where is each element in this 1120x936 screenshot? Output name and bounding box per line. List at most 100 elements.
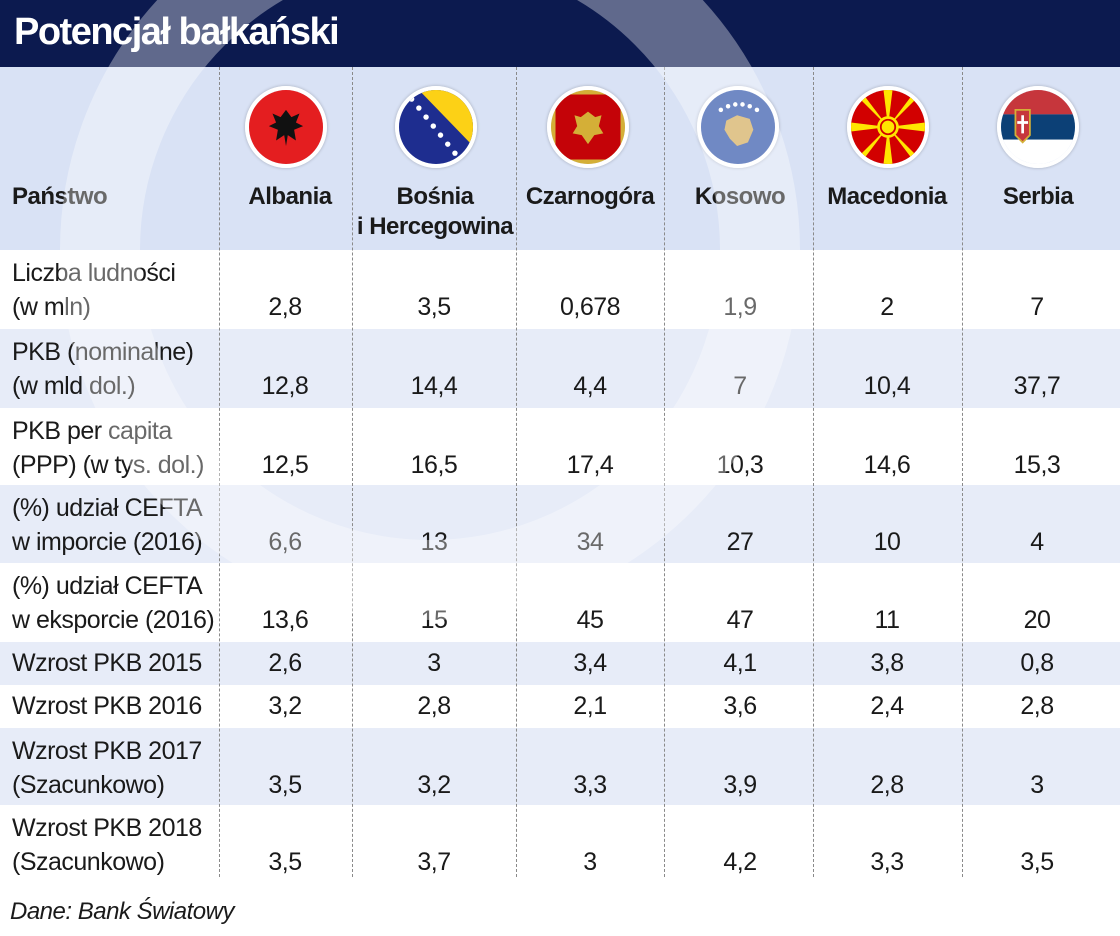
row-label-line1: Wzrost PKB 2016 (12, 692, 202, 720)
table-cell: 3 (583, 848, 597, 876)
row-label: (%) udział CEFTA w eksporcie (2016) (12, 569, 215, 637)
table-row: Wzrost PKB 2015 2,6 3 3,4 4,1 3,8 0,8 (0, 642, 1120, 685)
table-cell: 11 (874, 606, 900, 634)
row-label-line1: Wzrost PKB 2015 (12, 649, 202, 677)
table-row: (%) udział CEFTA w eksporcie (2016) 13,6 15… (0, 563, 1120, 642)
row-label: (%) udział CEFTA w imporcie (2016) (12, 491, 203, 559)
page-title: Potencjał bałkański (14, 11, 340, 53)
header-label: Państwo (12, 183, 108, 210)
table-cell: 27 (726, 528, 754, 556)
table-cell: 2,8 (1020, 692, 1054, 720)
row-label-line2: (w mln) (12, 293, 91, 321)
table-cell: 14,4 (410, 372, 458, 400)
title-bar: Potencjał bałkański (0, 0, 1120, 67)
table-cell: 2,6 (268, 649, 302, 677)
column-divider (962, 67, 963, 877)
row-label-line1: PKB (nominalne) (12, 338, 194, 366)
table-cell: 15,3 (1013, 451, 1061, 479)
table-cell: 2 (880, 293, 894, 321)
table-row: Liczba ludności (w mln) 2,8 3,5 0,678 1,9 2 7 (0, 250, 1120, 329)
table-cell: 6,6 (268, 528, 302, 556)
column-divider (516, 67, 517, 877)
table-cell: 37,7 (1013, 372, 1061, 400)
table-cell: 13 (420, 528, 448, 556)
table-cell: 2,8 (417, 692, 451, 720)
row-label: PKB (nominalne) (w mld dol.) (12, 335, 194, 403)
table-cell: 13,6 (261, 606, 309, 634)
row-label: Wzrost PKB 2015 (12, 646, 202, 680)
row-label-line1: (%) udział CEFTA (12, 494, 203, 522)
albania-flag-icon (245, 86, 327, 168)
table-cell: 17,4 (566, 451, 614, 479)
table-cell: 3,9 (723, 771, 757, 799)
row-label: PKB per capita (PPP) (w tys. dol.) (12, 414, 204, 482)
table-cell: 20 (1023, 606, 1051, 634)
row-label-line1: (%) udział CEFTA (12, 572, 203, 600)
table-cell: 3,5 (268, 771, 302, 799)
table-cell: 3,5 (1020, 848, 1054, 876)
country-header-serbia: Serbia (1002, 183, 1074, 210)
table-cell: 3,5 (268, 848, 302, 876)
table-cell: 4,4 (573, 372, 607, 400)
row-label-line1: PKB per capita (12, 417, 172, 445)
country-header-albania: Albania (248, 183, 332, 210)
source-note: Dane: Bank Światowy (10, 898, 234, 925)
table-cell: 3,6 (723, 692, 757, 720)
table-cell: 7 (733, 372, 747, 400)
table-row: (%) udział CEFTA w imporcie (2016) 6,6 13 34… (0, 485, 1120, 563)
row-label-line2: (Szacunkowo) (12, 771, 165, 799)
column-divider (219, 67, 220, 877)
column-divider (352, 67, 353, 877)
table-row: Wzrost PKB 2018 (Szacunkowo) 3,5 3,7 3 4,2 3,3… (0, 805, 1120, 877)
table-cell: 16,5 (410, 451, 458, 479)
country-header-kosovo: Kosowo (694, 183, 786, 210)
table-cell: 3,8 (870, 649, 904, 677)
table-cell: 2,8 (268, 293, 302, 321)
table-cell: 10,3 (716, 451, 764, 479)
table-cell: 34 (576, 528, 604, 556)
table-cell: 4,1 (723, 649, 757, 677)
country-header-bosnia: Bośnia i Hercegowina (356, 183, 514, 240)
table-cell: 3 (427, 649, 441, 677)
row-label-line1: Liczba ludności (12, 259, 176, 287)
table-row: PKB (nominalne) (w mld dol.) 12,8 14,4 4,4 7 1… (0, 329, 1120, 408)
kosovo-flag-icon (697, 86, 779, 168)
row-label: Wzrost PKB 2017 (Szacunkowo) (12, 734, 202, 802)
montenegro-flag-icon (547, 86, 629, 168)
table-cell: 3,7 (417, 848, 451, 876)
table-cell: 3,5 (417, 293, 451, 321)
table-header: Państwo A (0, 67, 1120, 250)
table-cell: 1,9 (723, 293, 757, 321)
table-cell: 10,4 (863, 372, 911, 400)
table-cell: 7 (1030, 293, 1044, 321)
country-header-montenegro: Czarnogóra (525, 183, 655, 210)
table-cell: 0,8 (1020, 649, 1054, 677)
table-cell: 2,8 (870, 771, 904, 799)
table-cell: 12,5 (261, 451, 309, 479)
table-row: Wzrost PKB 2017 (Szacunkowo) 3,5 3,2 3,3 3,9 2… (0, 728, 1120, 805)
table-cell: 0,678 (559, 293, 621, 321)
table-cell: 3 (1030, 771, 1044, 799)
row-label: Liczba ludności (w mln) (12, 256, 176, 324)
table-cell: 47 (726, 606, 754, 634)
table-cell: 45 (576, 606, 604, 634)
table-cell: 2,4 (870, 692, 904, 720)
macedonia-flag-icon (847, 86, 929, 168)
row-label-line2: (w mld dol.) (12, 372, 136, 400)
bosnia-flag-icon (395, 86, 477, 168)
row-label: Wzrost PKB 2018 (Szacunkowo) (12, 811, 202, 879)
table-cell: 10 (873, 528, 901, 556)
table-cell: 12,8 (261, 372, 309, 400)
row-label-line2: w imporcie (2016) (12, 528, 203, 556)
column-divider (813, 67, 814, 877)
table-cell: 3,3 (870, 848, 904, 876)
row-label-line2: w eksporcie (2016) (12, 606, 215, 634)
row-label-line1: Wzrost PKB 2018 (12, 814, 202, 842)
table-cell: 2,1 (573, 692, 607, 720)
table-cell: 3,2 (268, 692, 302, 720)
row-label-line2: (PPP) (w tys. dol.) (12, 451, 204, 479)
row-label-line2: (Szacunkowo) (12, 848, 165, 876)
table-cell: 4,2 (723, 848, 757, 876)
row-label-line1: Wzrost PKB 2017 (12, 737, 202, 765)
table-row: PKB per capita (PPP) (w tys. dol.) 12,5 16,… (0, 408, 1120, 485)
